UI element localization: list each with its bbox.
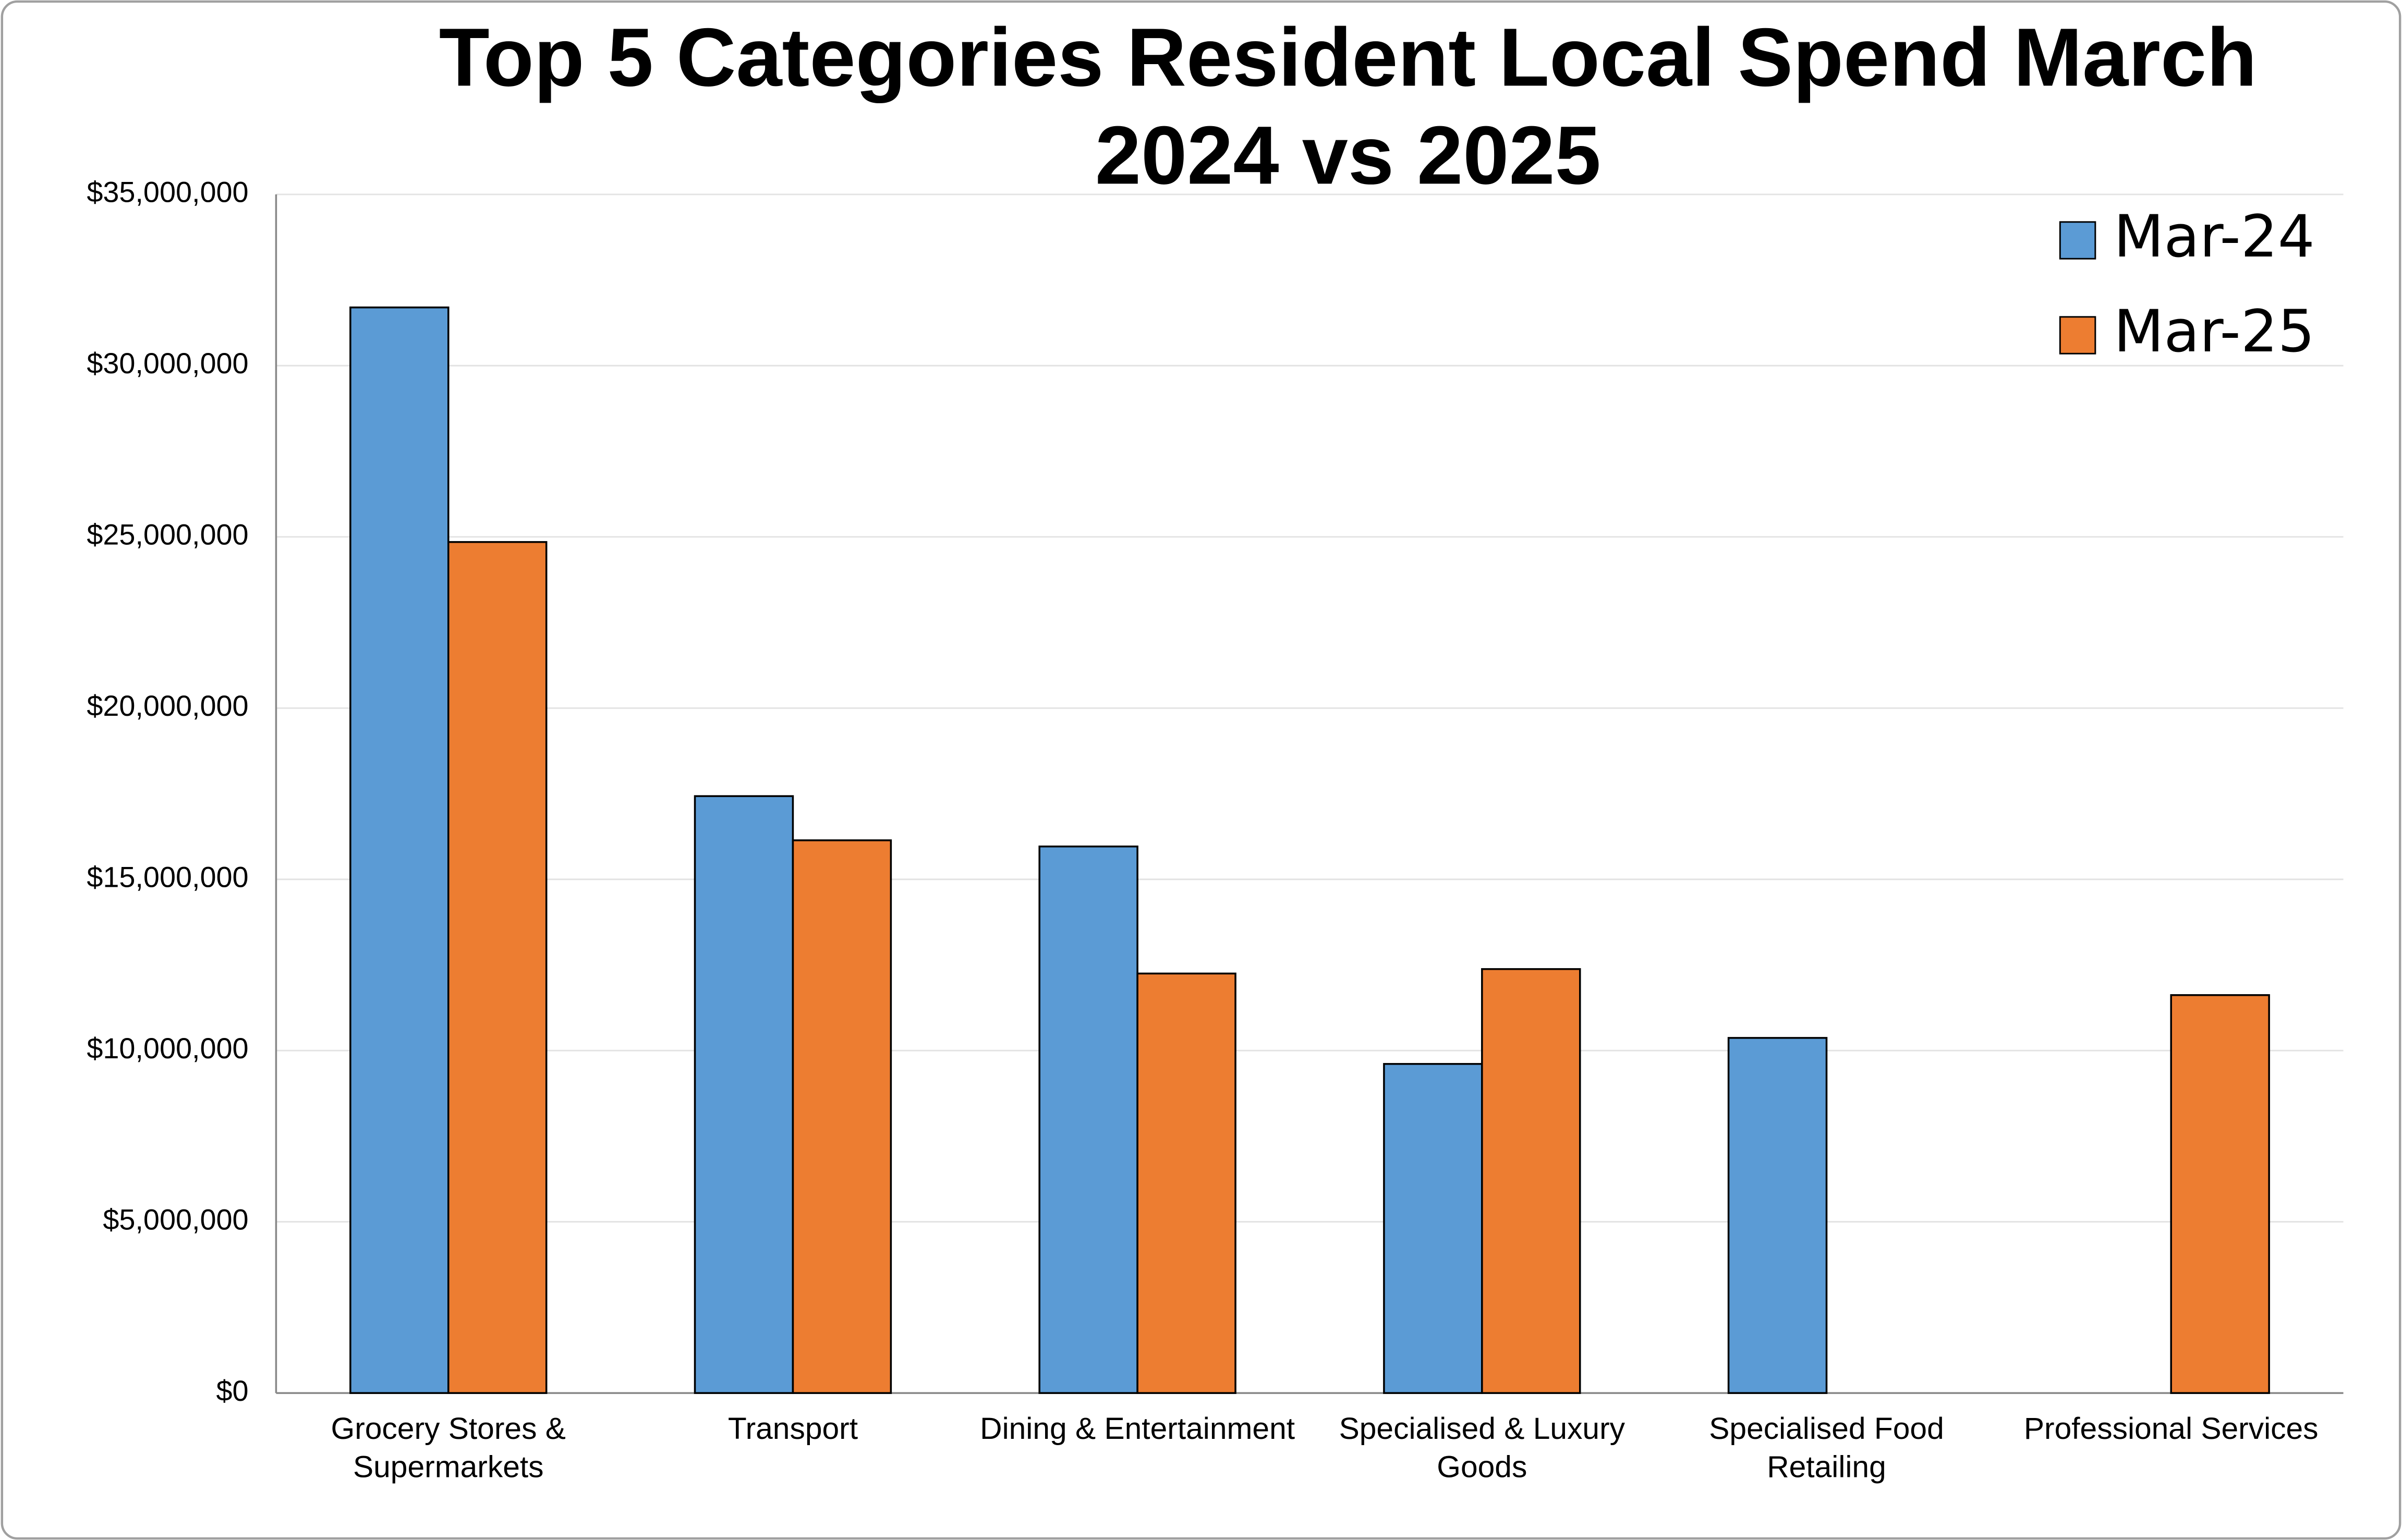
x-tick-label-box: Professional Services xyxy=(2023,1413,2319,1447)
x-tick-label-box: Transport xyxy=(727,1413,858,1447)
legend-swatch xyxy=(2059,316,2096,355)
x-tick-label: Grocery Stores & Supermarkets xyxy=(331,1413,566,1485)
y-tick-label: $15,000,000 xyxy=(87,860,248,893)
x-tick-label: Specialised Food Retailing xyxy=(1709,1413,1944,1485)
x-tick-label: Specialised & Luxury Goods xyxy=(1339,1413,1625,1485)
x-tick-label: Professional Services xyxy=(2023,1413,2319,1447)
legend-swatch xyxy=(2059,221,2096,260)
title-box: Top 5 Categories Resident Local Spend Ma… xyxy=(439,12,2258,202)
y-tick-label: $0 xyxy=(216,1374,249,1407)
bar xyxy=(1038,845,1138,1394)
chart-title: Top 5 Categories Resident Local Spend Ma… xyxy=(439,12,2258,202)
y-tick-label: $10,000,000 xyxy=(87,1032,248,1065)
bar xyxy=(694,795,794,1394)
bar xyxy=(1383,1063,1483,1394)
y-tick-label: $5,000,000 xyxy=(103,1203,248,1236)
y-tick-label: $25,000,000 xyxy=(87,518,248,551)
legend-label: Mar-25 xyxy=(2114,298,2315,365)
bar xyxy=(447,541,548,1394)
x-tick-label-box: Dining & Entertainment xyxy=(980,1413,1295,1447)
bar xyxy=(2170,994,2270,1394)
legend-label: Mar-24 xyxy=(2114,203,2315,271)
bar xyxy=(792,839,892,1394)
x-tick-label: Dining & Entertainment xyxy=(980,1413,1295,1447)
y-tick-label: $35,000,000 xyxy=(87,176,248,209)
x-tick-label-box: Specialised & Luxury Goods xyxy=(1339,1413,1625,1485)
x-tick-label-box: Grocery Stores & Supermarkets xyxy=(331,1413,566,1485)
y-tick-label: $30,000,000 xyxy=(87,347,248,380)
x-tick-label: Transport xyxy=(727,1413,858,1447)
bar xyxy=(1481,968,1581,1394)
bar xyxy=(349,306,450,1394)
x-tick-label-box: Specialised Food Retailing xyxy=(1709,1413,1944,1485)
bar xyxy=(1727,1037,1828,1394)
y-tick-label: $20,000,000 xyxy=(87,689,248,722)
bar xyxy=(1136,972,1236,1394)
